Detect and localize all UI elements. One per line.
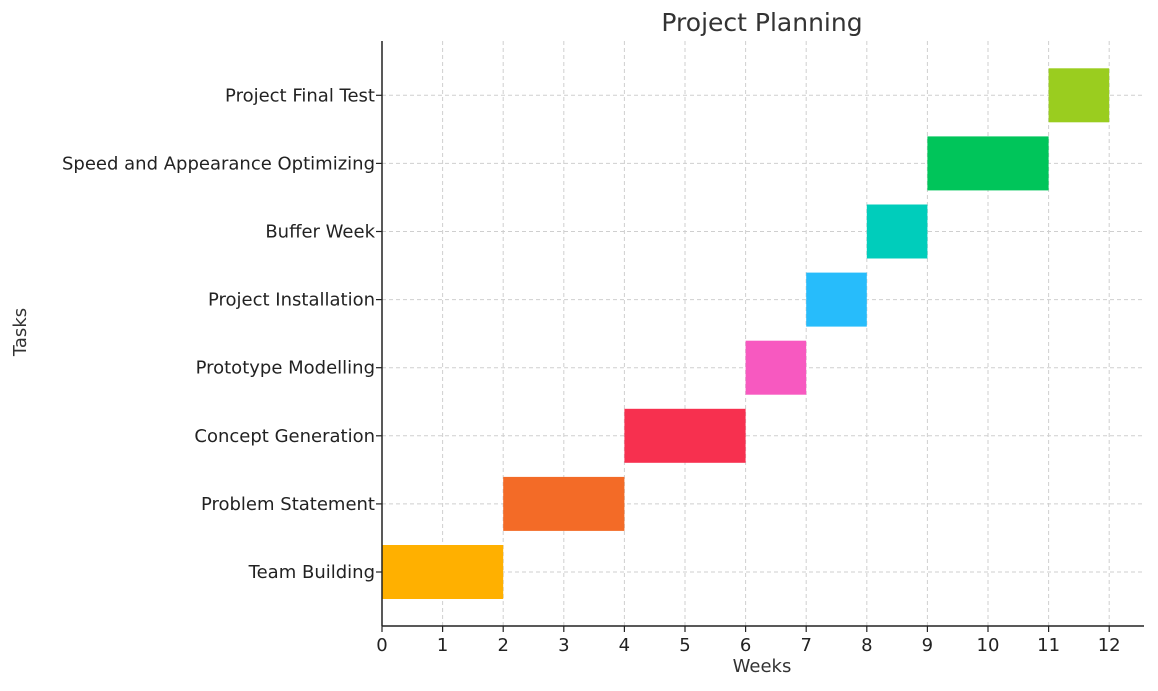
x-tick-label: 3 <box>558 635 569 656</box>
x-tick-label: 12 <box>1098 635 1121 656</box>
x-tick-label: 1 <box>437 635 448 656</box>
y-axis-label: Tasks <box>10 308 31 357</box>
task-bar <box>382 545 504 599</box>
x-axis-label: Weeks <box>733 656 792 677</box>
x-tick-label: 11 <box>1037 635 1060 656</box>
grid <box>382 41 1144 626</box>
task-bar <box>927 136 1049 191</box>
y-tick-label: Project Final Test <box>225 85 375 106</box>
x-tick-label: 6 <box>740 635 751 656</box>
task-bar <box>1048 68 1110 123</box>
x-tick-label: 2 <box>497 635 508 656</box>
y-tick-label: Team Building <box>248 562 375 583</box>
y-tick-label: Problem Statement <box>201 494 375 515</box>
axes <box>376 41 1144 632</box>
x-tick-label: 0 <box>376 635 387 656</box>
y-tick-label: Buffer Week <box>265 222 375 243</box>
task-bar <box>745 340 807 395</box>
x-tick-label: 5 <box>679 635 690 656</box>
x-tick-label: 7 <box>800 635 811 656</box>
chart-title: Project Planning <box>661 8 862 37</box>
y-tick-label: Prototype Modelling <box>196 358 375 379</box>
bars <box>382 68 1110 599</box>
x-tick-label: 4 <box>619 635 630 656</box>
y-tick-label: Speed and Appearance Optimizing <box>62 153 375 174</box>
x-tick-label: 8 <box>861 635 872 656</box>
task-bar <box>806 272 867 327</box>
task-bar <box>624 408 746 463</box>
y-tick-label: Project Installation <box>208 290 375 311</box>
task-bar <box>503 476 625 531</box>
x-tick-label: 10 <box>977 635 1000 656</box>
x-tick-label: 9 <box>922 635 933 656</box>
task-bar <box>866 204 928 259</box>
y-tick-label: Concept Generation <box>194 426 375 447</box>
